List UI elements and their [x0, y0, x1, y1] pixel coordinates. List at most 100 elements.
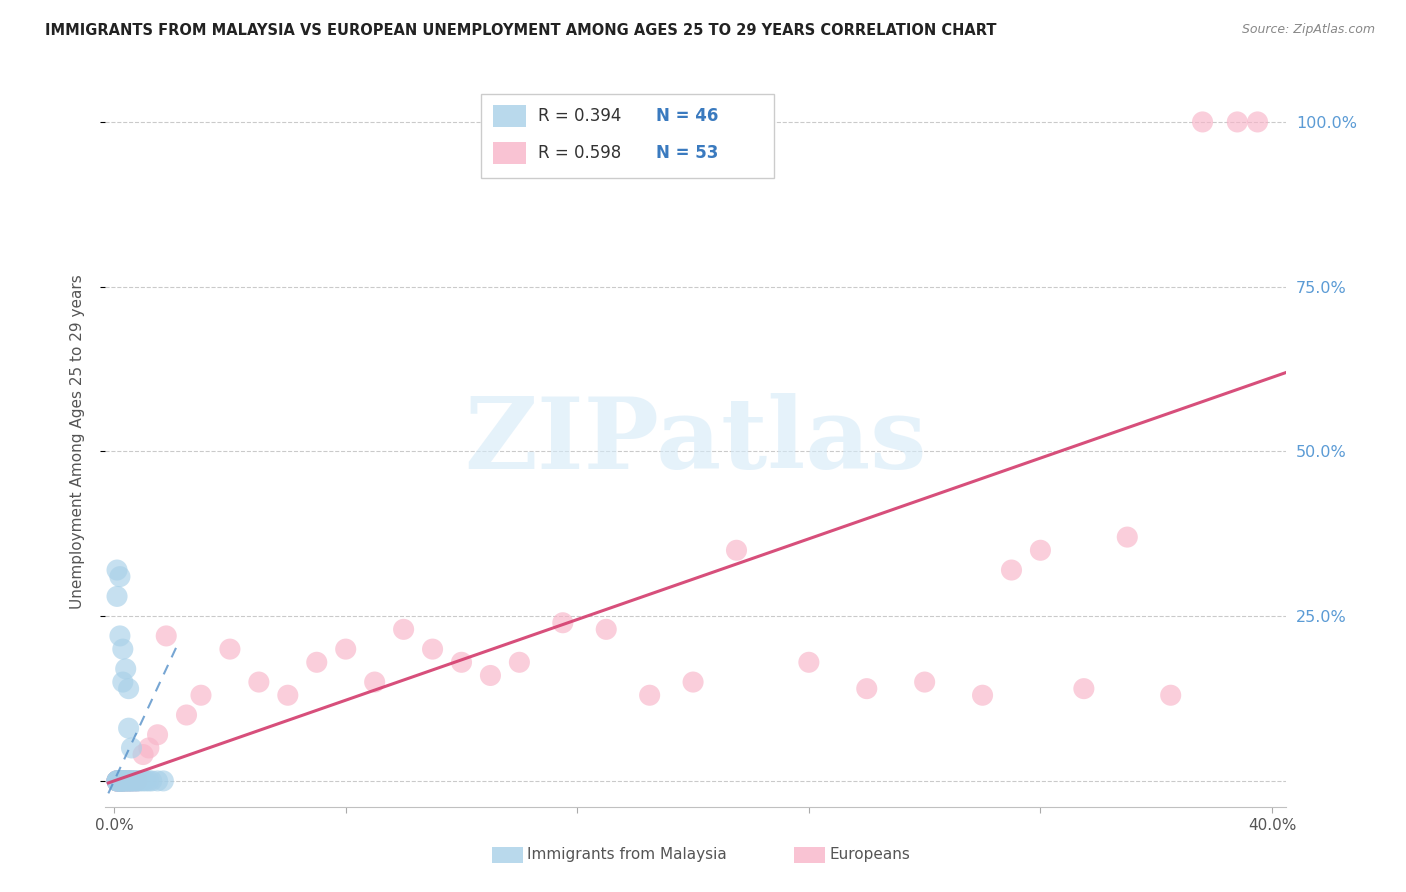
- Point: [638, 688, 661, 702]
- Point: [105, 773, 128, 788]
- Point: [277, 688, 299, 702]
- Point: [479, 668, 502, 682]
- Point: [117, 773, 139, 788]
- Text: N = 46: N = 46: [655, 107, 718, 125]
- Point: [111, 773, 134, 788]
- Point: [127, 773, 149, 788]
- Point: [725, 543, 748, 558]
- Point: [108, 773, 131, 788]
- Point: [111, 773, 134, 788]
- Point: [105, 773, 128, 788]
- Point: [114, 773, 136, 788]
- Point: [1191, 115, 1213, 129]
- Point: [111, 773, 134, 788]
- Bar: [494, 105, 526, 127]
- Point: [111, 773, 134, 788]
- Point: [132, 747, 155, 762]
- Point: [392, 623, 415, 637]
- Point: [797, 655, 820, 669]
- Text: Immigrants from Malaysia: Immigrants from Malaysia: [527, 847, 727, 862]
- Point: [117, 773, 139, 788]
- Point: [914, 675, 936, 690]
- Point: [146, 773, 169, 788]
- Point: [114, 662, 136, 676]
- Point: [105, 773, 128, 788]
- Point: [138, 773, 160, 788]
- Text: Source: ZipAtlas.com: Source: ZipAtlas.com: [1241, 23, 1375, 37]
- Point: [114, 773, 136, 788]
- Point: [105, 773, 128, 788]
- Point: [111, 642, 134, 657]
- Point: [138, 741, 160, 756]
- Point: [190, 688, 212, 702]
- Point: [363, 675, 385, 690]
- Point: [108, 629, 131, 643]
- Point: [108, 773, 131, 788]
- Point: [450, 655, 472, 669]
- Point: [111, 773, 134, 788]
- Point: [335, 642, 357, 657]
- Point: [114, 773, 136, 788]
- Point: [108, 773, 131, 788]
- Point: [129, 773, 152, 788]
- Point: [152, 773, 174, 788]
- Point: [135, 773, 157, 788]
- Point: [105, 590, 128, 604]
- Point: [132, 773, 155, 788]
- Point: [127, 773, 149, 788]
- Point: [108, 773, 131, 788]
- Point: [124, 773, 146, 788]
- Point: [146, 728, 169, 742]
- Point: [247, 675, 270, 690]
- Point: [972, 688, 994, 702]
- Point: [117, 773, 139, 788]
- Point: [305, 655, 328, 669]
- Point: [508, 655, 530, 669]
- Point: [1029, 543, 1052, 558]
- Point: [108, 773, 131, 788]
- Point: [117, 773, 139, 788]
- Point: [1116, 530, 1139, 544]
- Text: R = 0.394: R = 0.394: [537, 107, 621, 125]
- Text: N = 53: N = 53: [655, 144, 718, 161]
- Text: ZIPatlas: ZIPatlas: [465, 393, 927, 490]
- Point: [105, 773, 128, 788]
- Point: [124, 773, 146, 788]
- Point: [121, 773, 143, 788]
- Point: [111, 675, 134, 690]
- Text: Europeans: Europeans: [830, 847, 911, 862]
- Point: [108, 773, 131, 788]
- Point: [127, 773, 149, 788]
- Point: [855, 681, 877, 696]
- Point: [108, 773, 131, 788]
- Point: [595, 623, 617, 637]
- Point: [117, 681, 139, 696]
- Point: [114, 773, 136, 788]
- Point: [124, 773, 146, 788]
- Point: [551, 615, 574, 630]
- Point: [121, 773, 143, 788]
- Bar: [494, 142, 526, 163]
- Point: [108, 569, 131, 583]
- Point: [111, 773, 134, 788]
- Point: [111, 773, 134, 788]
- Text: IMMIGRANTS FROM MALAYSIA VS EUROPEAN UNEMPLOYMENT AMONG AGES 25 TO 29 YEARS CORR: IMMIGRANTS FROM MALAYSIA VS EUROPEAN UNE…: [45, 23, 997, 38]
- Point: [1160, 688, 1182, 702]
- Point: [121, 741, 143, 756]
- Point: [121, 773, 143, 788]
- Point: [105, 773, 128, 788]
- Point: [176, 708, 198, 723]
- Point: [111, 773, 134, 788]
- Point: [117, 773, 139, 788]
- Point: [422, 642, 444, 657]
- Y-axis label: Unemployment Among Ages 25 to 29 years: Unemployment Among Ages 25 to 29 years: [70, 274, 84, 609]
- Point: [105, 773, 128, 788]
- Point: [1073, 681, 1095, 696]
- Point: [1000, 563, 1022, 577]
- Point: [1246, 115, 1268, 129]
- Point: [108, 773, 131, 788]
- FancyBboxPatch shape: [481, 95, 773, 178]
- Point: [108, 773, 131, 788]
- Point: [105, 773, 128, 788]
- Point: [219, 642, 242, 657]
